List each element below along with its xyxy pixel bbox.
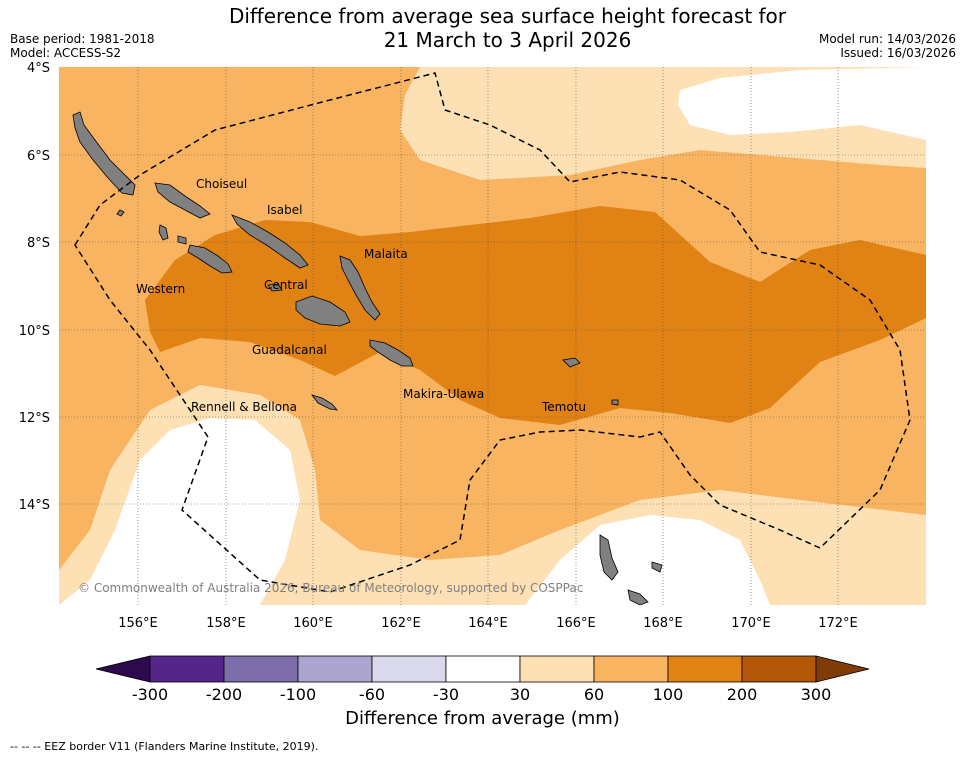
lat-label: 4°S: [27, 61, 50, 76]
base-period: Base period: 1981-2018: [10, 32, 155, 46]
title-line-2: 21 March to 3 April 2026: [383, 28, 632, 52]
lon-axis: 156°E 158°E 160°E 162°E 164°E 166°E 168°…: [118, 616, 858, 631]
gridlines: [59, 67, 926, 605]
lon-label: 164°E: [468, 616, 508, 631]
lat-label: 6°S: [27, 149, 50, 164]
eez-legend: -- -- -- EEZ border V11 (Flanders Marine…: [10, 740, 319, 753]
map-area: [59, 67, 926, 605]
model-run: Model run: 14/03/2026: [818, 32, 956, 46]
issued-date: Issued: 16/03/2026: [840, 46, 956, 60]
island-central: [267, 283, 283, 292]
colorbar-tick: 60: [584, 685, 604, 700]
colorbar-tick: 100: [653, 685, 684, 700]
colorbar-segment: [371, 655, 447, 683]
island-rennell: [310, 394, 338, 411]
colorbar-tick: 200: [727, 685, 758, 700]
island-vanuatu-south: [627, 589, 649, 605]
colorbar-extend-high: [815, 655, 870, 683]
colorbar-segment: [149, 655, 225, 683]
colorbar-tick: -200: [206, 685, 242, 700]
island-malaita: [339, 255, 381, 321]
lon-label: 156°E: [118, 616, 158, 631]
contour-neutral-sw: [59, 418, 300, 605]
colorbar-tick: 30: [510, 685, 530, 700]
place-guadalcanal: Guadalcanal: [252, 343, 327, 357]
model-name: Model: ACCESS-S2: [10, 46, 122, 60]
island-western-group: [154, 182, 211, 219]
lon-label: 172°E: [818, 616, 858, 631]
lat-label: 12°S: [19, 411, 50, 426]
colorbar-tick: -100: [280, 685, 316, 700]
eez-border: [74, 72, 911, 593]
place-malaita: Malaita: [364, 247, 408, 261]
island-vanuatu-malekula: [651, 561, 663, 573]
place-isabel: Isabel: [267, 203, 302, 217]
island-choiseul: [72, 111, 136, 196]
colorbar-segment: [667, 655, 743, 683]
island-guadalcanal: [295, 295, 351, 327]
colorbar-tick: -60: [359, 685, 385, 700]
lat-label: 8°S: [27, 236, 50, 251]
colorbar-label: Difference from average (mm): [345, 708, 620, 729]
colorbar-segment: [297, 655, 373, 683]
lat-axis: 4°S 6°S 8°S 10°S 12°S 14°S: [19, 61, 50, 513]
island-temotu-small: [611, 399, 619, 406]
island-vella: [177, 235, 187, 245]
colorbar-tick: 300: [801, 685, 832, 700]
contour-neutral-se: [525, 515, 770, 605]
colorbar-segment: [741, 655, 817, 683]
header-right: Model run: 14/03/2026 Issued: 16/03/2026: [819, 32, 956, 60]
chart-title: Difference from average sea surface heig…: [180, 4, 835, 52]
lat-label: 14°S: [19, 498, 50, 513]
lon-label: 170°E: [731, 616, 771, 631]
colorbar: -300 -200 -100 -60 -30 30 60 100 200 300: [95, 655, 870, 700]
island-bougainville-tip: [116, 209, 125, 217]
lat-label: 10°S: [19, 324, 50, 339]
contour-100-200: [145, 206, 926, 425]
colorbar-extend-low: [95, 655, 151, 683]
lon-label: 166°E: [556, 616, 596, 631]
colorbar-tick: -300: [132, 685, 168, 700]
lon-label: 158°E: [206, 616, 246, 631]
map-figure: Choiseul Isabel Malaita Western Central …: [19, 61, 926, 700]
islands: [72, 111, 663, 605]
copyright-notice: © Commonwealth of Australia 2026, Bureau…: [78, 581, 583, 595]
island-new-georgia: [187, 244, 233, 274]
place-temotu: Temotu: [541, 400, 586, 414]
colorbar-segment: [223, 655, 299, 683]
place-choiseul: Choiseul: [196, 177, 247, 191]
lon-label: 168°E: [643, 616, 683, 631]
place-central: Central: [264, 278, 308, 292]
island-shortlands: [158, 224, 169, 241]
title-line-1: Difference from average sea surface heig…: [228, 4, 787, 28]
island-vanuatu-espiritu: [599, 534, 619, 581]
island-isabel: [231, 214, 309, 269]
place-western: Western: [136, 282, 185, 296]
header-left: Base period: 1981-2018 Model: ACCESS-S2: [10, 32, 155, 60]
colorbar-tick: -30: [433, 685, 459, 700]
island-makira: [369, 339, 414, 367]
island-santa-cruz: [562, 357, 581, 368]
colorbar-segment: [445, 655, 521, 683]
lon-label: 162°E: [381, 616, 421, 631]
colorbar-segment: [593, 655, 669, 683]
colorbar-segment: [519, 655, 595, 683]
place-rennell-bellona: Rennell & Bellona: [191, 400, 297, 414]
contour-neutral-ne: [678, 67, 926, 140]
place-makira-ulawa: Makira-Ulawa: [403, 387, 484, 401]
lon-label: 160°E: [293, 616, 333, 631]
